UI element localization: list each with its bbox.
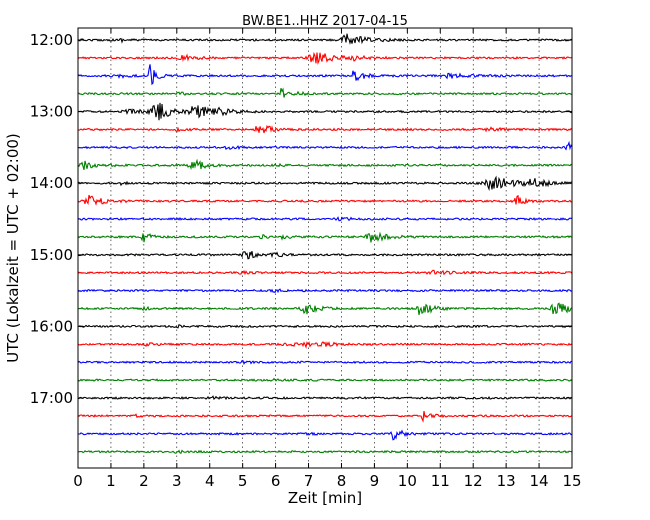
grid — [110, 28, 540, 468]
y-tick-label: 14:00 — [30, 174, 73, 192]
trace-line — [77, 158, 573, 171]
trace-line — [77, 341, 573, 349]
y-tick-label: 17:00 — [30, 389, 73, 407]
y-tick-label: 15:00 — [30, 246, 73, 264]
x-tick-label: 7 — [304, 472, 314, 490]
x-tick-label: 13 — [497, 472, 516, 490]
trace-line — [78, 251, 573, 260]
plot-frame — [77, 27, 573, 469]
trace-line — [77, 194, 573, 206]
x-tick-label: 14 — [530, 472, 549, 490]
x-tick-label: 11 — [431, 472, 450, 490]
trace-line — [77, 323, 573, 329]
x-tick-label: 6 — [271, 472, 281, 490]
trace-line — [77, 395, 573, 401]
x-tick-label: 5 — [238, 472, 248, 490]
trace-line — [77, 377, 573, 383]
trace-line — [77, 87, 573, 98]
x-tick-label: 1 — [106, 472, 116, 490]
y-tick-label: 13:00 — [30, 103, 73, 121]
trace-line — [77, 360, 572, 365]
x-tick-label: 0 — [73, 472, 83, 490]
trace-line — [77, 269, 573, 276]
y-tick-label: 12:00 — [30, 31, 73, 49]
trace-line — [77, 124, 573, 134]
trace-line — [77, 102, 573, 121]
x-axis-label: Zeit [min] — [288, 489, 362, 507]
x-tick-label: 12 — [464, 472, 483, 490]
x-tick-label: 3 — [172, 472, 182, 490]
trace-line — [77, 51, 573, 65]
x-tick-label: 2 — [139, 472, 149, 490]
trace-line — [77, 175, 573, 192]
trace-line — [77, 33, 573, 46]
trace-line — [77, 449, 573, 454]
trace-line — [77, 231, 573, 243]
x-tick-label: 9 — [370, 472, 380, 490]
x-axis: 0 1 2 3 4 5 6 7 8 9 10 11 12 13 14 15 — [73, 28, 582, 490]
trace-line — [77, 64, 573, 86]
chart-title: BW.BE1..HHZ 2017-04-15 — [242, 14, 408, 29]
trace-line — [77, 302, 573, 316]
x-tick-label: 4 — [205, 472, 215, 490]
x-tick-label: 10 — [398, 472, 417, 490]
y-axis: 12:00 13:00 14:00 15:00 16:00 17:00 — [30, 31, 572, 407]
x-tick-label: 15 — [562, 472, 581, 490]
trace-line — [77, 429, 573, 441]
traces — [77, 33, 573, 454]
trace-line — [77, 411, 573, 423]
trace-line — [77, 140, 573, 151]
trace-line — [77, 288, 573, 294]
y-tick-label: 16:00 — [30, 317, 73, 335]
trace-line — [77, 216, 573, 222]
y-axis-label: UTC (Lokalzeit = UTC + 02:00) — [4, 133, 22, 363]
x-tick-label: 8 — [337, 472, 347, 490]
